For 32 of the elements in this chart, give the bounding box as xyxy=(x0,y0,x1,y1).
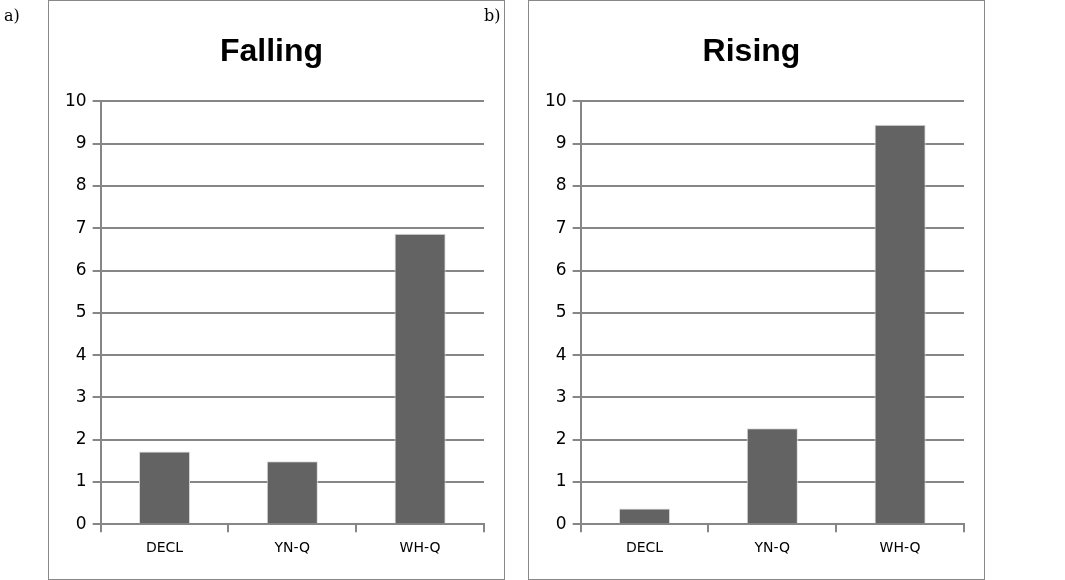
y-tick-label: 2 xyxy=(75,428,87,449)
text: b) xyxy=(484,6,501,25)
y-tick-label: 2 xyxy=(555,428,567,449)
chart-title: Rising xyxy=(702,32,801,69)
y-tick-label: 0 xyxy=(75,512,87,533)
y-tick-label: 8 xyxy=(555,174,567,195)
y-tick-label: 4 xyxy=(555,343,567,364)
y-tick-label: 5 xyxy=(75,301,87,322)
x-tick-label: YN-Q xyxy=(273,539,311,556)
x-tick-label: WH-Q xyxy=(879,539,921,556)
y-tick-label: 7 xyxy=(75,216,87,237)
y-tick-label: 1 xyxy=(555,470,567,491)
x-tick-label: DECL xyxy=(145,539,184,556)
y-tick-label: 6 xyxy=(75,258,87,279)
y-tick-label: 3 xyxy=(555,385,567,406)
text: a) xyxy=(4,6,20,25)
y-tick-label: 10 xyxy=(544,89,567,110)
y-tick-label: 3 xyxy=(75,385,87,406)
y-tick-label: 7 xyxy=(555,216,567,237)
x-tick-label: WH-Q xyxy=(399,539,441,556)
y-tick-label: 0 xyxy=(555,512,567,533)
y-tick-label: 6 xyxy=(555,258,567,279)
y-tick-label: 5 xyxy=(555,301,567,322)
chart-title: Falling xyxy=(219,32,324,69)
y-tick-label: 4 xyxy=(75,343,87,364)
y-tick-label: 10 xyxy=(64,89,87,110)
x-tick-label: YN-Q xyxy=(753,539,791,556)
y-tick-label: 9 xyxy=(75,132,87,153)
y-tick-label: 1 xyxy=(75,470,87,491)
y-tick-label: 9 xyxy=(555,132,567,153)
x-tick-label: DECL xyxy=(625,539,664,556)
y-tick-label: 8 xyxy=(75,174,87,195)
